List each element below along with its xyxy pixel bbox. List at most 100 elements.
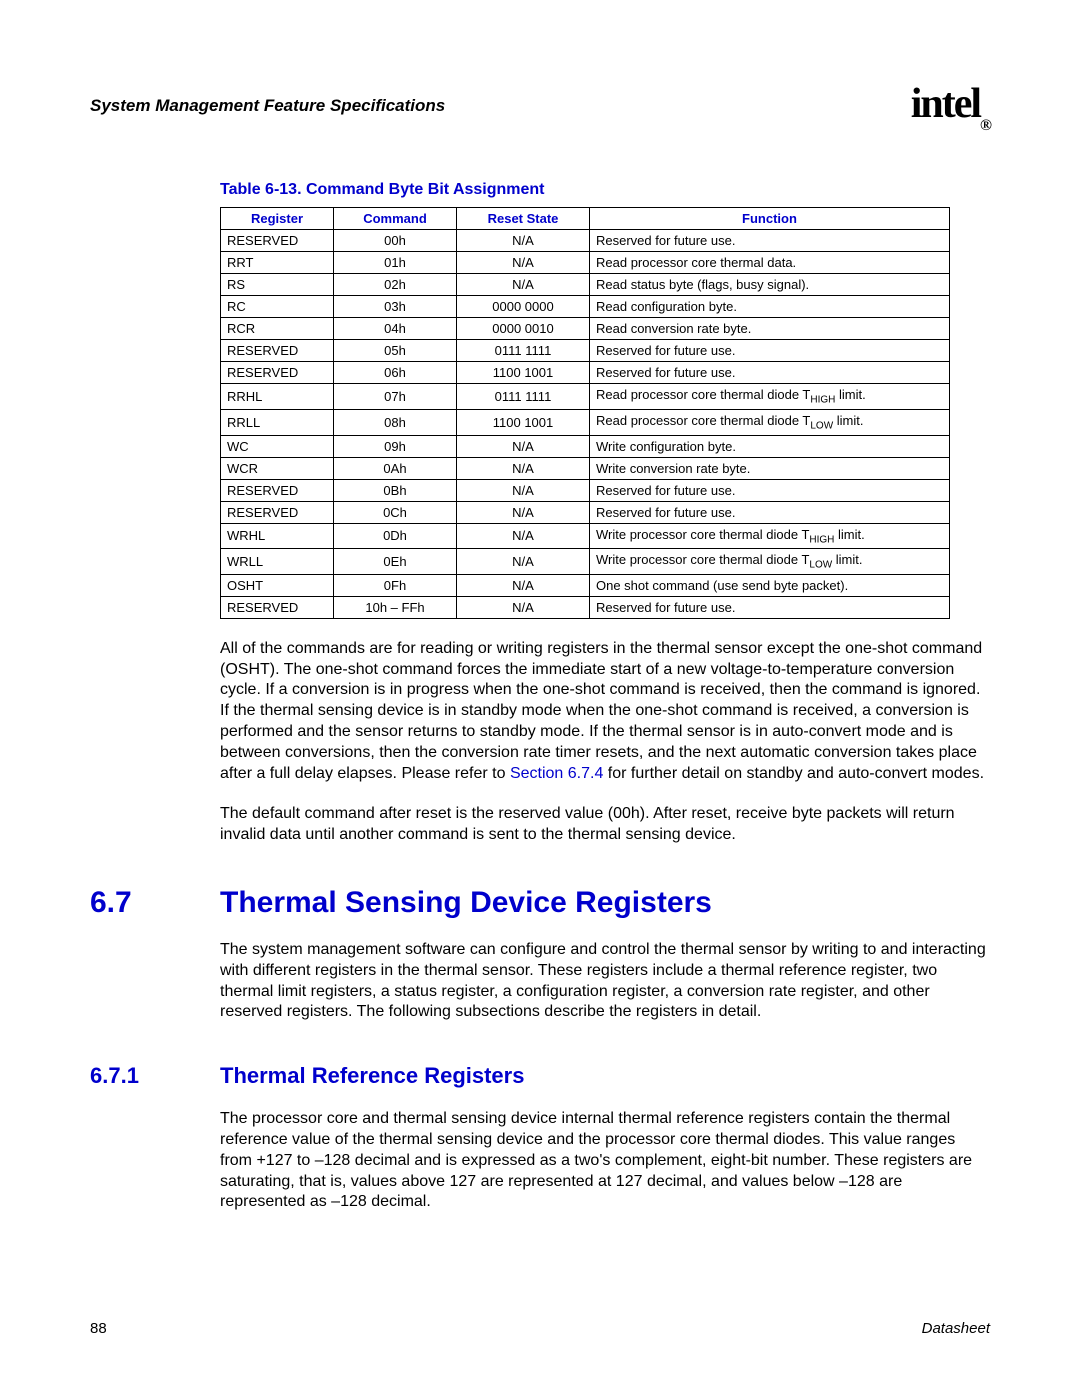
cell-command: 0Bh [334, 479, 457, 501]
cell-function: Read processor core thermal data. [590, 252, 950, 274]
cell-register: WCR [221, 457, 334, 479]
cell-command: 06h [334, 362, 457, 384]
cell-command: 01h [334, 252, 457, 274]
table-row: RRHL07h0111 1111Read processor core ther… [221, 384, 950, 410]
cell-command: 04h [334, 318, 457, 340]
cell-function: Reserved for future use. [590, 340, 950, 362]
page-number: 88 [90, 1320, 107, 1337]
cell-register: RESERVED [221, 362, 334, 384]
section-6-7-1-body: The processor core and thermal sensing d… [220, 1109, 990, 1213]
command-byte-table: Register Command Reset State Function RE… [220, 207, 950, 618]
cell-register: RRT [221, 252, 334, 274]
table-row: RESERVED10h – FFhN/AReserved for future … [221, 596, 950, 618]
table-row: WRLL0EhN/AWrite processor core thermal d… [221, 549, 950, 575]
intel-logo: intel® [911, 80, 990, 131]
cell-function: Reserved for future use. [590, 362, 950, 384]
cell-register: RCR [221, 318, 334, 340]
cell-function: Read processor core thermal diode TLOW l… [590, 409, 950, 435]
cell-reset-state: N/A [457, 501, 590, 523]
header-title: System Management Feature Specifications [90, 96, 445, 116]
col-command: Command [334, 208, 457, 230]
cell-register: RRHL [221, 384, 334, 410]
cell-register: WRHL [221, 523, 334, 549]
table-row: RESERVED06h1100 1001Reserved for future … [221, 362, 950, 384]
cell-reset-state: N/A [457, 457, 590, 479]
cell-register: WRLL [221, 549, 334, 575]
table-row: RC03h0000 0000Read configuration byte. [221, 296, 950, 318]
table-row: RESERVED0ChN/AReserved for future use. [221, 501, 950, 523]
cell-function: Write processor core thermal diode THIGH… [590, 523, 950, 549]
cell-function: Reserved for future use. [590, 479, 950, 501]
cell-command: 05h [334, 340, 457, 362]
table-row: WC09hN/AWrite configuration byte. [221, 435, 950, 457]
table-header-row: Register Command Reset State Function [221, 208, 950, 230]
table-row: RS02hN/ARead status byte (flags, busy si… [221, 274, 950, 296]
table-row: RESERVED00hN/AReserved for future use. [221, 230, 950, 252]
cell-reset-state: 1100 1001 [457, 362, 590, 384]
section-6-7-body: The system management software can confi… [220, 940, 990, 1023]
cell-command: 07h [334, 384, 457, 410]
cell-function: Reserved for future use. [590, 230, 950, 252]
section-title: Thermal Sensing Device Registers [220, 886, 712, 920]
cell-reset-state: N/A [457, 274, 590, 296]
table-row: WRHL0DhN/AWrite processor core thermal d… [221, 523, 950, 549]
cell-register: RESERVED [221, 501, 334, 523]
cell-reset-state: N/A [457, 252, 590, 274]
cell-register: RS [221, 274, 334, 296]
cell-command: 0Ch [334, 501, 457, 523]
cell-command: 0Ah [334, 457, 457, 479]
cell-register: OSHT [221, 574, 334, 596]
cell-reset-state: 0111 1111 [457, 340, 590, 362]
cell-reset-state: N/A [457, 435, 590, 457]
col-reset-state: Reset State [457, 208, 590, 230]
section-6-7: 6.7 Thermal Sensing Device Registers [90, 886, 990, 920]
cell-reset-state: N/A [457, 523, 590, 549]
cell-reset-state: 1100 1001 [457, 409, 590, 435]
cell-reset-state: N/A [457, 549, 590, 575]
cell-function: One shot command (use send byte packet). [590, 574, 950, 596]
cell-function: Reserved for future use. [590, 596, 950, 618]
paragraph-1: All of the commands are for reading or w… [220, 639, 990, 785]
cell-command: 0Dh [334, 523, 457, 549]
col-function: Function [590, 208, 950, 230]
section-6-7-1: 6.7.1 Thermal Reference Registers [90, 1063, 990, 1089]
subsection-number: 6.7.1 [90, 1063, 220, 1089]
table-row: OSHT0FhN/AOne shot command (use send byt… [221, 574, 950, 596]
cell-register: WC [221, 435, 334, 457]
footer-label: Datasheet [922, 1320, 990, 1337]
cell-function: Write configuration byte. [590, 435, 950, 457]
cell-command: 09h [334, 435, 457, 457]
cell-reset-state: N/A [457, 596, 590, 618]
cell-function: Read processor core thermal diode THIGH … [590, 384, 950, 410]
table-row: RESERVED0BhN/AReserved for future use. [221, 479, 950, 501]
cell-reset-state: 0000 0000 [457, 296, 590, 318]
cell-register: RESERVED [221, 340, 334, 362]
cell-register: RESERVED [221, 230, 334, 252]
section-number: 6.7 [90, 886, 220, 920]
table-row: RESERVED05h0111 1111Reserved for future … [221, 340, 950, 362]
cell-register: RESERVED [221, 596, 334, 618]
table-row: RCR04h0000 0010Read conversion rate byte… [221, 318, 950, 340]
cell-command: 00h [334, 230, 457, 252]
cell-register: RC [221, 296, 334, 318]
subsection-title: Thermal Reference Registers [220, 1063, 524, 1089]
cell-function: Reserved for future use. [590, 501, 950, 523]
table-row: RRLL08h1100 1001Read processor core ther… [221, 409, 950, 435]
cell-register: RRLL [221, 409, 334, 435]
cell-command: 03h [334, 296, 457, 318]
cell-reset-state: N/A [457, 479, 590, 501]
cell-function: Read conversion rate byte. [590, 318, 950, 340]
cell-function: Read status byte (flags, busy signal). [590, 274, 950, 296]
page-footer: 88 Datasheet [90, 1320, 990, 1337]
cell-function: Read configuration byte. [590, 296, 950, 318]
table-row: RRT01hN/ARead processor core thermal dat… [221, 252, 950, 274]
page-header: System Management Feature Specifications… [90, 80, 990, 131]
cell-reset-state: 0000 0010 [457, 318, 590, 340]
cell-function: Write conversion rate byte. [590, 457, 950, 479]
cell-command: 02h [334, 274, 457, 296]
cell-register: RESERVED [221, 479, 334, 501]
cell-reset-state: N/A [457, 574, 590, 596]
cell-command: 0Eh [334, 549, 457, 575]
section-link-674[interactable]: Section 6.7.4 [510, 765, 603, 782]
col-register: Register [221, 208, 334, 230]
